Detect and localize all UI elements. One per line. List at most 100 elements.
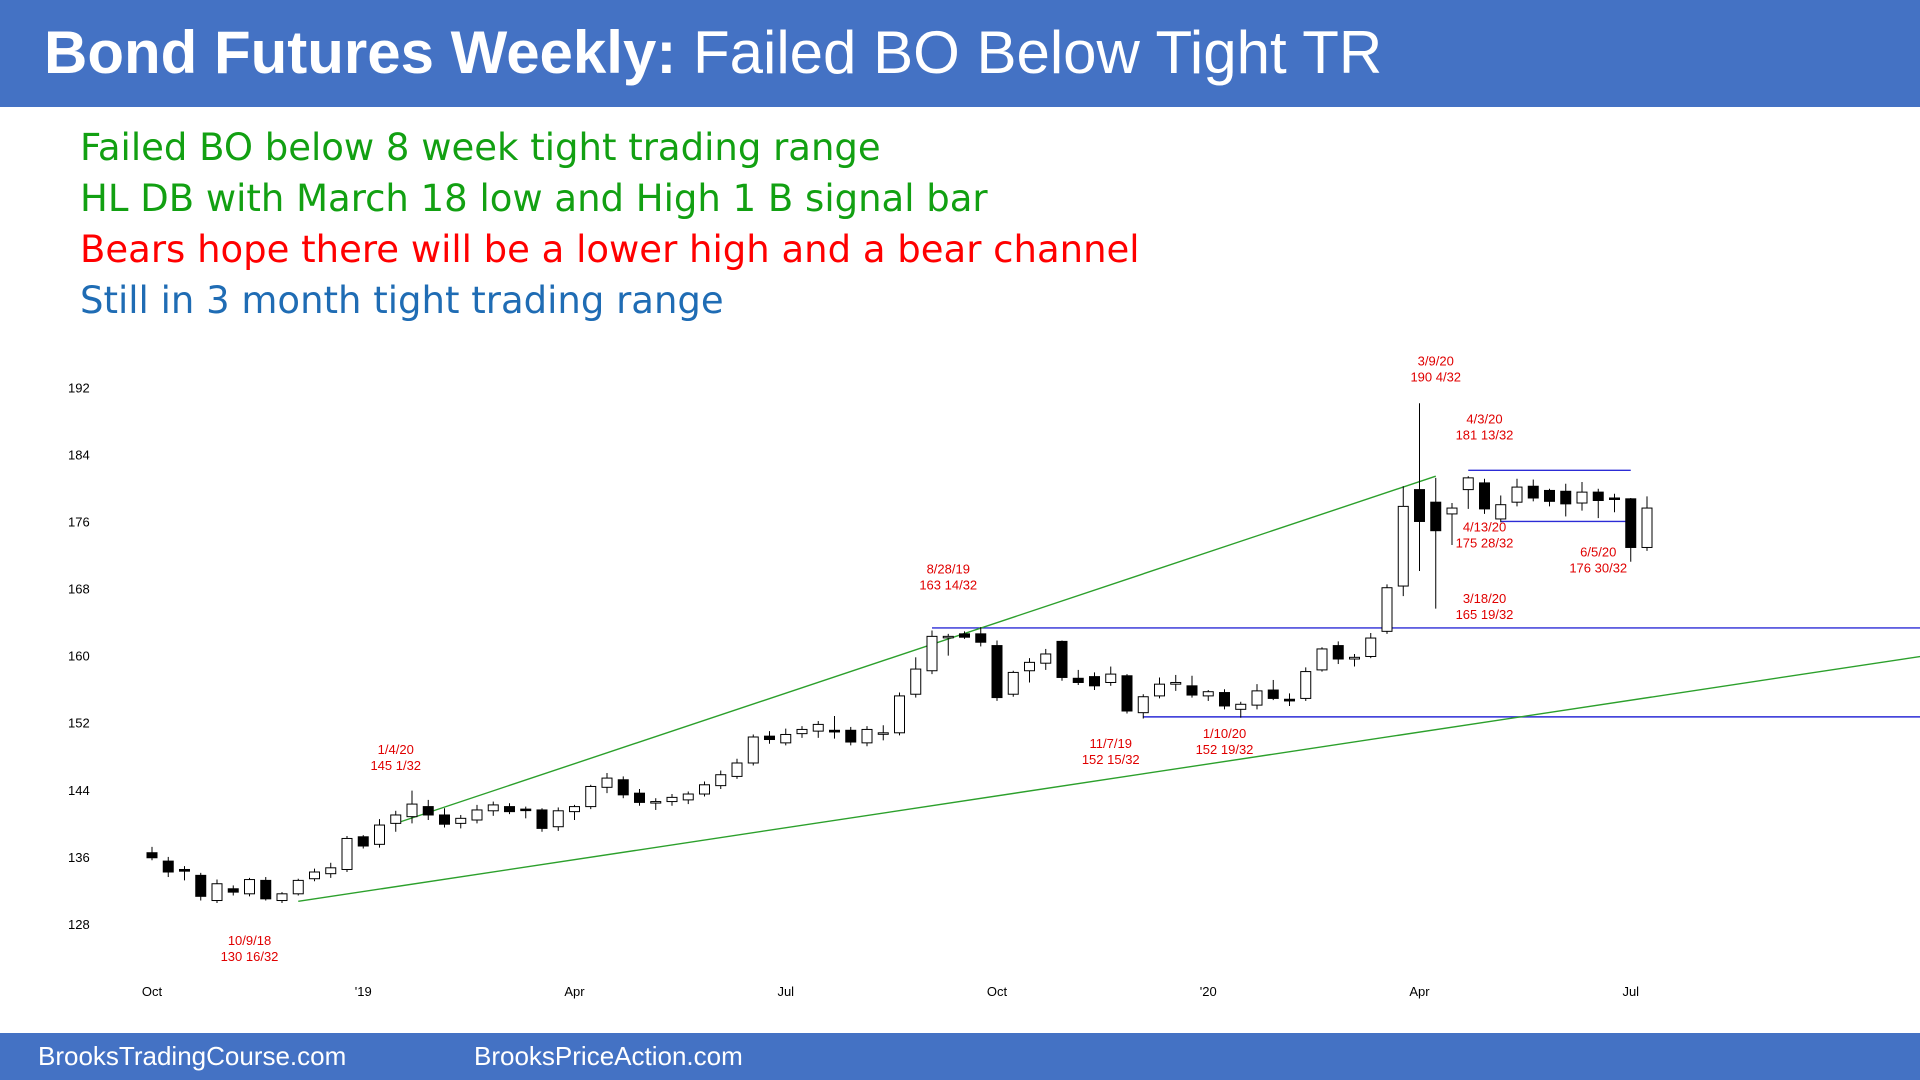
y-tick-label: 176 xyxy=(68,514,90,529)
y-tick-label: 152 xyxy=(68,716,90,731)
bull-candle xyxy=(747,736,759,764)
price-annotation: 152 15/32 xyxy=(1082,752,1140,767)
y-tick-label: 144 xyxy=(68,783,90,798)
bull-candle xyxy=(666,796,678,803)
bull-candle xyxy=(292,879,304,895)
price-annotation: 6/5/20 xyxy=(1580,545,1616,560)
bear-candle xyxy=(439,814,450,825)
footer-bar: BrooksTradingCourse.com BrooksPriceActio… xyxy=(0,1033,1920,1080)
bear-candle xyxy=(179,868,190,872)
bear-candle xyxy=(1089,676,1100,687)
price-annotation: 175 28/32 xyxy=(1456,536,1514,551)
bull-candle xyxy=(1349,656,1360,660)
bear-candle xyxy=(634,792,645,803)
price-annotation: 11/7/19 xyxy=(1090,736,1132,751)
x-tick-label: '20 xyxy=(1200,984,1217,999)
bull-candle xyxy=(1446,507,1458,515)
bear-candle xyxy=(1267,689,1279,699)
bull-candle xyxy=(309,871,320,880)
price-annotation: 163 14/32 xyxy=(919,577,977,592)
bull-candle xyxy=(1365,637,1377,657)
price-annotation: 4/13/20 xyxy=(1463,520,1506,535)
bull-candle xyxy=(276,893,288,902)
price-annotation: 1/10/20 xyxy=(1203,726,1246,741)
bear-candle xyxy=(227,888,239,893)
y-tick-label: 128 xyxy=(68,917,90,932)
bear-candle xyxy=(536,809,548,829)
bull-candle xyxy=(1462,477,1474,491)
bull-candle xyxy=(1495,504,1507,520)
x-tick-label: Apr xyxy=(564,984,585,999)
bear-candle xyxy=(146,852,158,859)
bear-candle xyxy=(162,860,174,873)
price-annotation: 10/9/18 xyxy=(228,933,271,948)
bull-candle xyxy=(894,695,905,734)
bull-candle xyxy=(471,809,483,821)
bull-candle xyxy=(877,732,889,735)
bull-candle xyxy=(812,723,824,732)
bull-candle xyxy=(1170,681,1182,685)
bull-candle xyxy=(1511,486,1523,503)
x-tick-label: Jul xyxy=(777,984,794,999)
bear-candle xyxy=(1609,497,1620,500)
price-annotation: 130 16/32 xyxy=(221,949,279,964)
bull-candle xyxy=(1300,671,1312,699)
bull-candle xyxy=(650,801,662,804)
note-line: HL DB with March 18 low and High 1 B sig… xyxy=(80,177,988,220)
bull-candle xyxy=(1154,683,1165,697)
footer-link-trading-course[interactable]: BrooksTradingCourse.com xyxy=(38,1041,347,1071)
x-tick-label: Oct xyxy=(142,984,163,999)
bull-candle xyxy=(699,784,710,795)
bull-candle xyxy=(390,814,402,824)
price-annotation: 181 13/32 xyxy=(1456,427,1514,442)
bear-candle xyxy=(1186,685,1198,696)
x-tick-label: '19 xyxy=(355,984,372,999)
bear-candle xyxy=(845,729,857,743)
bear-candle xyxy=(422,806,434,816)
bull-candle xyxy=(1105,673,1117,683)
y-tick-label: 184 xyxy=(68,447,90,462)
bear-candle xyxy=(1479,482,1490,510)
bull-candle xyxy=(1235,703,1247,710)
y-tick-label: 136 xyxy=(68,850,90,865)
bull-candle xyxy=(1040,653,1052,664)
bear-candle xyxy=(1056,640,1068,678)
price-annotation: 190 4/32 xyxy=(1410,369,1461,384)
price-annotation: 8/28/19 xyxy=(927,561,970,576)
price-annotation: 3/18/20 xyxy=(1463,591,1506,606)
x-tick-label: Jul xyxy=(1622,984,1639,999)
bull-candle xyxy=(1316,648,1328,671)
bull-candle xyxy=(731,762,743,777)
bull-candle xyxy=(1024,661,1035,672)
bull-candle xyxy=(244,879,255,895)
bull-candle xyxy=(552,810,564,828)
x-tick-label: Oct xyxy=(987,984,1008,999)
footer-link-price-action[interactable]: BrooksPriceAction.com xyxy=(474,1041,743,1071)
commentary-notes: Failed BO below 8 week tight trading ran… xyxy=(80,122,1140,326)
bear-candle xyxy=(1544,489,1555,502)
bull-candle xyxy=(780,733,792,744)
note-line: Still in 3 month tight trading range xyxy=(80,279,724,322)
bull-candle xyxy=(406,803,418,818)
bear-candle xyxy=(959,633,970,638)
bull-candle xyxy=(1007,671,1019,695)
bear-candle xyxy=(764,735,775,741)
bear-candle xyxy=(260,879,272,900)
bull-candle xyxy=(569,806,580,813)
title-bold: Bond Futures Weekly: xyxy=(44,19,677,86)
bull-candle xyxy=(926,635,938,672)
bear-candle xyxy=(1121,675,1133,712)
bull-candle xyxy=(1397,505,1409,587)
bear-candle xyxy=(1592,491,1604,502)
y-tick-label: 192 xyxy=(68,380,90,395)
bear-candle xyxy=(1625,498,1637,548)
bear-candle xyxy=(520,808,532,812)
bear-candle xyxy=(975,633,987,643)
bear-candle xyxy=(991,645,1003,699)
bear-candle xyxy=(829,729,840,733)
trend-line xyxy=(298,655,1920,903)
x-tick-label: Apr xyxy=(1409,984,1430,999)
bull-candle xyxy=(1251,690,1263,706)
bull-candle xyxy=(1381,587,1393,632)
trend-line xyxy=(395,475,1436,825)
